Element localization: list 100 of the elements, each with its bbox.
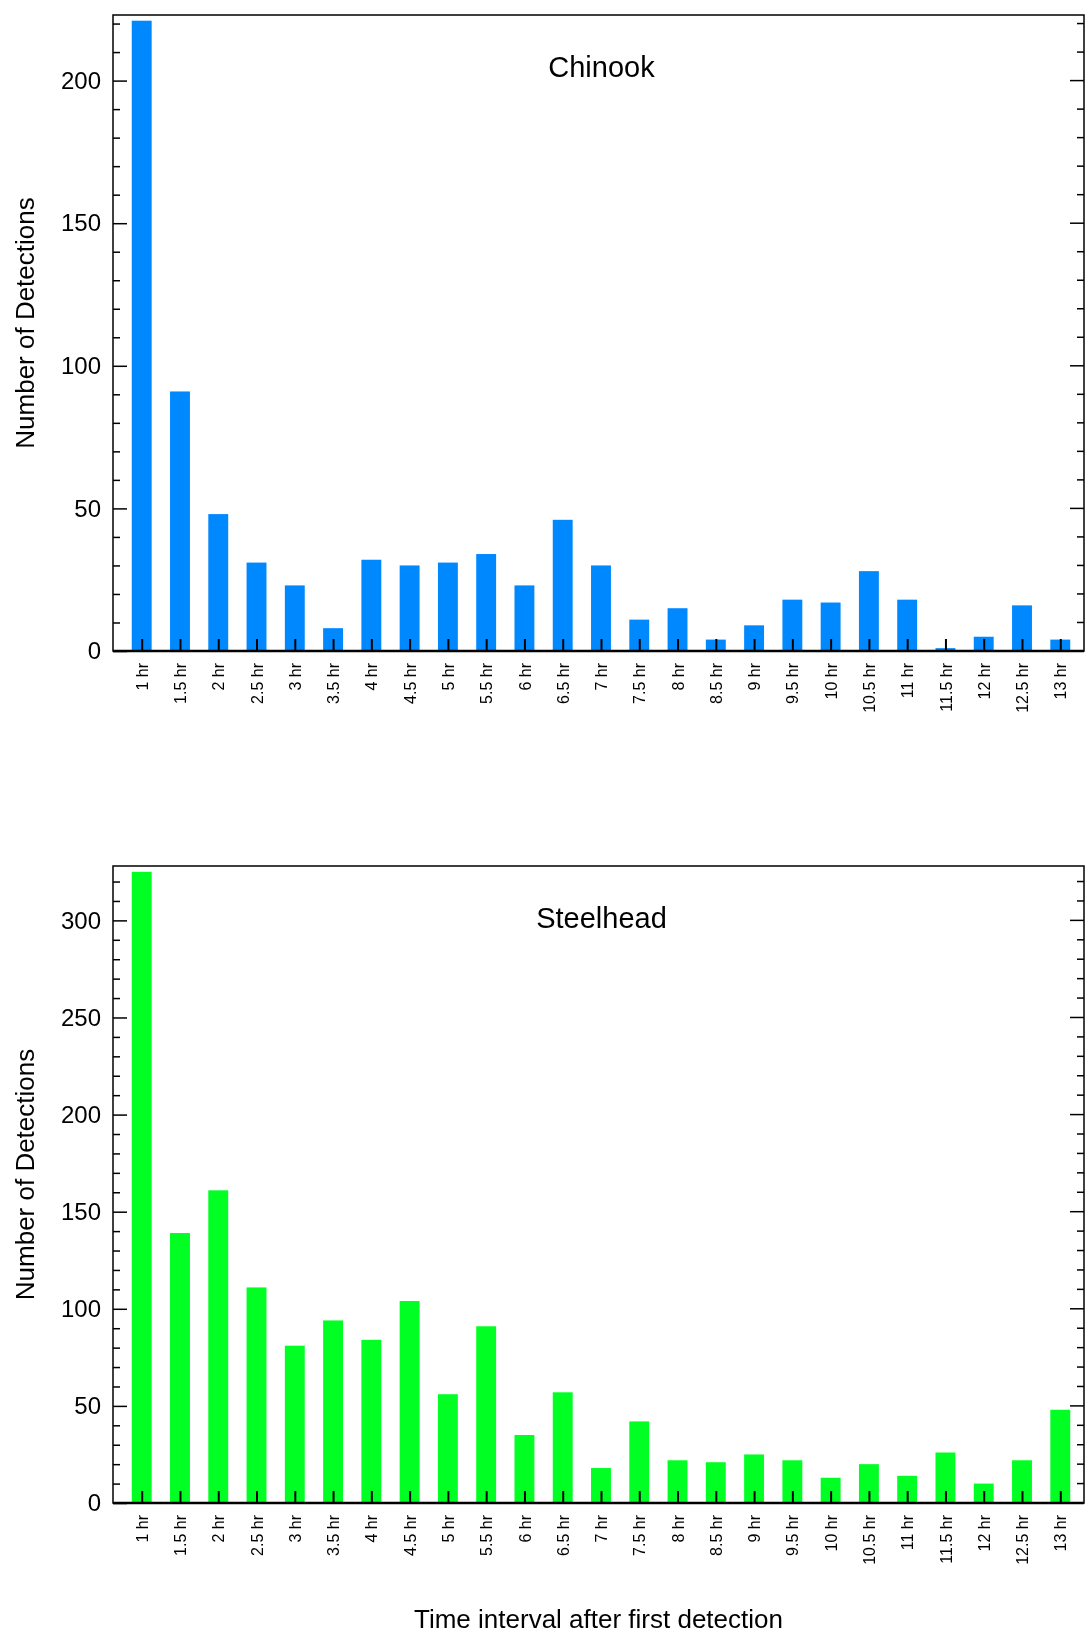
x-tick-label: 7.5 hr xyxy=(631,1514,649,1556)
y-tick-label: 100 xyxy=(60,1294,101,1322)
bar xyxy=(897,1475,918,1503)
y-tick-label: 200 xyxy=(60,66,101,94)
y-tick-label: 200 xyxy=(60,1100,101,1128)
y-axis-title: Number of Detections xyxy=(10,197,40,449)
x-tick-label: 9 hr xyxy=(746,662,764,691)
x-tick-label: 8 hr xyxy=(669,662,687,691)
x-tick-label: 4 hr xyxy=(363,662,381,691)
y-tick-label: 150 xyxy=(60,1197,101,1225)
bar xyxy=(820,1477,841,1503)
bar xyxy=(476,554,497,651)
bar xyxy=(246,562,267,651)
bar xyxy=(284,1345,305,1503)
x-tick-label: 13 hr xyxy=(1052,1514,1070,1552)
x-tick-label: 3.5 hr xyxy=(325,662,343,704)
bar xyxy=(782,1460,803,1503)
x-tick-label: 4.5 hr xyxy=(401,662,419,704)
x-tick-label: 1 hr xyxy=(133,662,151,691)
y-tick-label: 0 xyxy=(87,637,101,665)
bar xyxy=(514,585,535,651)
x-tick-label: 5.5 hr xyxy=(478,1514,496,1556)
x-tick-label: 11 hr xyxy=(899,662,917,699)
x-tick-label: 11.5 hr xyxy=(937,662,955,712)
x-tick-label: 6 hr xyxy=(516,662,534,691)
bar xyxy=(208,1190,229,1503)
bar xyxy=(323,628,344,651)
text: Steelhead xyxy=(536,902,667,934)
x-tick-label: 11.5 hr xyxy=(937,1514,955,1564)
bar xyxy=(744,1454,765,1503)
x-tick-label: 10.5 hr xyxy=(861,662,878,713)
y-axis-title: Number of Detections xyxy=(10,1048,40,1301)
x-tick-label: 12.5 hr xyxy=(1014,1514,1032,1565)
x-tick-label: 7.5 hr xyxy=(631,662,649,704)
y-tick-label: 50 xyxy=(74,1392,101,1420)
x-tick-label: 5 hr xyxy=(439,1514,457,1543)
bar xyxy=(897,599,918,651)
bar xyxy=(361,1339,382,1503)
bar xyxy=(399,1301,420,1503)
x-tick-label: 3 hr xyxy=(286,662,304,691)
bar xyxy=(476,1326,497,1503)
x-tick-label: 6.5 hr xyxy=(554,1514,572,1556)
bar xyxy=(399,565,420,651)
bar xyxy=(208,514,229,651)
bar xyxy=(170,1233,190,1503)
x-tick-label: 1 hr xyxy=(133,1514,151,1543)
bar xyxy=(514,1435,535,1503)
x-tick-label: 3.5 hr xyxy=(325,1514,343,1556)
y-tick-label: 250 xyxy=(60,1003,101,1031)
bar xyxy=(437,562,458,651)
x-tick-label: 8.5 hr xyxy=(707,1514,725,1556)
bar xyxy=(323,1320,344,1504)
x-axis-title: Time interval after first detection xyxy=(414,1604,783,1634)
x-tick-label: 2.5 hr xyxy=(248,1514,266,1556)
x-tick-label: 11 hr xyxy=(899,1514,917,1551)
x-tick-label: 8 hr xyxy=(669,1514,687,1543)
bar xyxy=(437,1394,458,1503)
x-tick-label: 9.5 hr xyxy=(784,1514,802,1556)
x-tick-label: 8.5 hr xyxy=(707,662,725,704)
bar xyxy=(591,1468,611,1503)
bar xyxy=(131,871,152,1503)
bar xyxy=(552,519,573,651)
x-tick-label: 13 hr xyxy=(1052,662,1070,700)
x-tick-label: 10 hr xyxy=(822,662,840,700)
y-tick-label: 50 xyxy=(74,494,101,522)
x-tick-label: 6 hr xyxy=(516,1514,534,1543)
x-tick-label: 9.5 hr xyxy=(784,662,802,704)
x-tick-label: 2.5 hr xyxy=(248,662,266,704)
bar xyxy=(935,1452,956,1503)
x-tick-label: 9 hr xyxy=(746,1514,764,1543)
bar xyxy=(1012,605,1032,651)
bar xyxy=(667,608,688,651)
y-tick-label: 300 xyxy=(60,906,101,934)
bar xyxy=(361,559,382,651)
bar xyxy=(782,599,803,651)
y-tick-label: 100 xyxy=(60,351,101,379)
bar xyxy=(858,571,879,651)
x-tick-label: 5.5 hr xyxy=(478,662,496,704)
bar xyxy=(705,1462,726,1503)
x-tick-label: 2 hr xyxy=(210,1514,228,1543)
y-tick-label: 150 xyxy=(60,209,101,237)
x-tick-label: 10 hr xyxy=(822,1514,840,1552)
x-tick-label: 2 hr xyxy=(210,662,228,691)
bar xyxy=(246,1287,267,1503)
x-tick-label: 12 hr xyxy=(975,1514,993,1552)
bar xyxy=(170,391,190,651)
x-tick-label: 7 hr xyxy=(593,662,611,691)
x-tick-label: 6.5 hr xyxy=(554,662,572,704)
bar xyxy=(131,20,152,651)
bar xyxy=(629,1421,650,1503)
bar xyxy=(1050,1409,1071,1503)
bar xyxy=(552,1392,573,1503)
x-tick-label: 1.5 hr xyxy=(172,1514,190,1556)
bar xyxy=(667,1460,688,1503)
x-tick-label: 12.5 hr xyxy=(1014,662,1032,713)
bar xyxy=(591,565,611,651)
bar xyxy=(744,625,765,651)
bar xyxy=(820,602,841,651)
x-tick-label: 5 hr xyxy=(439,662,457,691)
x-tick-label: 4.5 hr xyxy=(401,1514,419,1556)
